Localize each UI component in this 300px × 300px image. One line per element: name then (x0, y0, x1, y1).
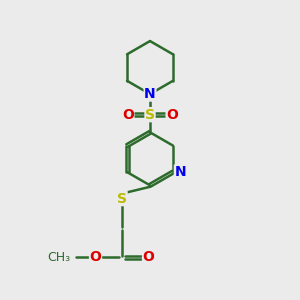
Text: N: N (174, 165, 186, 179)
Text: S: S (117, 192, 127, 206)
Text: O: O (166, 108, 178, 122)
Text: N: N (144, 87, 156, 101)
Text: S: S (145, 108, 155, 122)
Text: O: O (90, 250, 101, 265)
Text: O: O (142, 250, 154, 265)
Text: CH₃: CH₃ (47, 251, 70, 264)
Text: O: O (122, 108, 134, 122)
